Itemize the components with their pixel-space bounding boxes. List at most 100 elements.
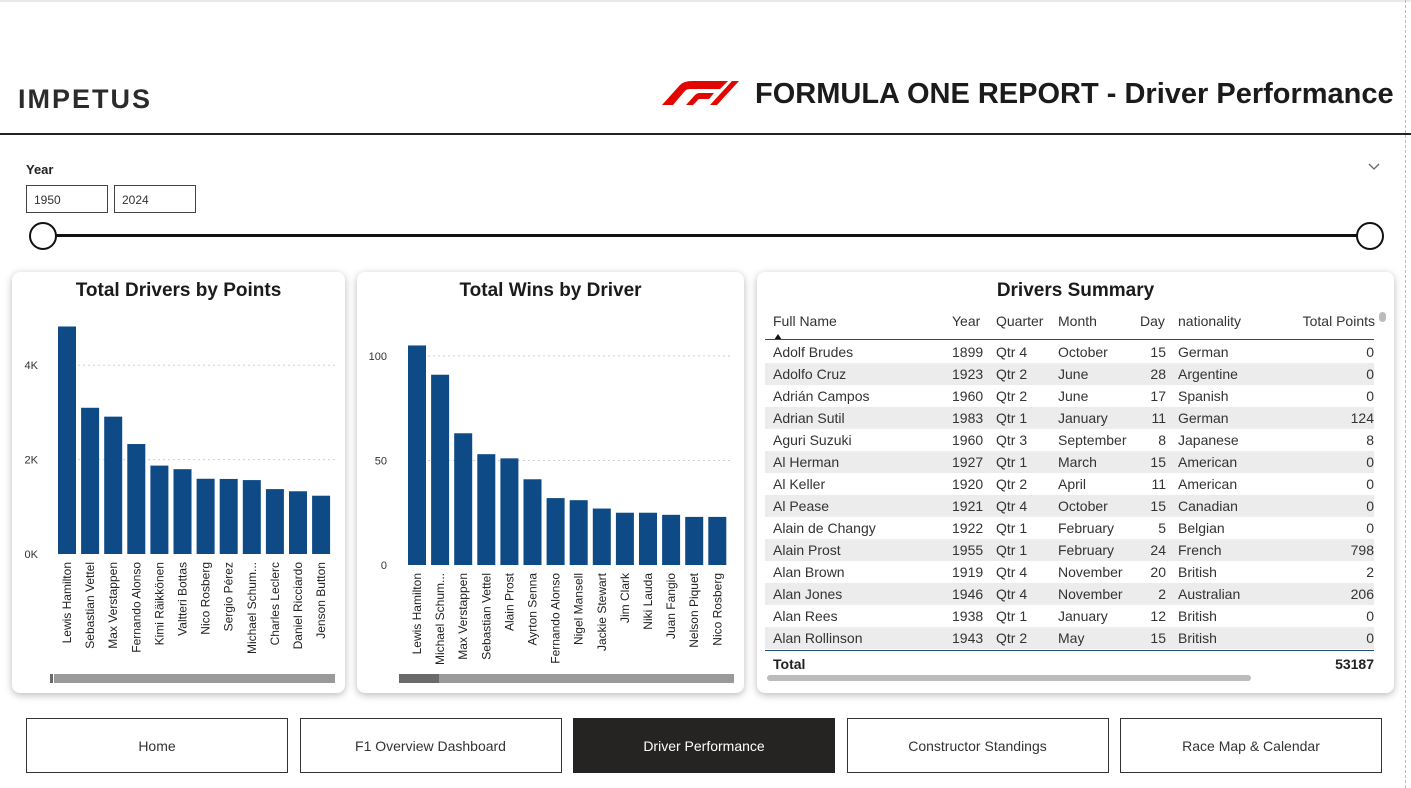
- table-row[interactable]: Alan Rees 1938 Qtr 1 January 12 British 0: [765, 605, 1374, 627]
- column-header[interactable]: Day: [1140, 313, 1165, 329]
- table-cell: Qtr 1: [996, 520, 1028, 536]
- table-horizontal-scrollbar[interactable]: [767, 675, 1251, 681]
- year-slider-track[interactable]: [44, 234, 1370, 237]
- chart-scrollbar-thumb[interactable]: [399, 674, 439, 683]
- bar[interactable]: [431, 374, 450, 565]
- table-row[interactable]: Alain de Changy 1922 Qtr 1 February 5 Belgian…: [765, 517, 1374, 539]
- table-cell: October: [1058, 344, 1108, 360]
- bar[interactable]: [523, 479, 542, 565]
- chevron-down-icon[interactable]: [1366, 158, 1382, 174]
- total-value: 53187: [1335, 656, 1374, 672]
- table-cell: 1943: [952, 630, 984, 646]
- table-row[interactable]: Alan Rollinson 1943 Qtr 2 May 15 British 0: [765, 627, 1374, 649]
- table-cell: Alan Brown: [773, 564, 845, 580]
- table-cell: Qtr 3: [996, 432, 1028, 448]
- bar[interactable]: [150, 465, 169, 554]
- year-to-input[interactable]: 2024: [114, 185, 196, 213]
- chart-scrollbar[interactable]: [399, 674, 734, 683]
- column-header[interactable]: Month: [1058, 313, 1097, 329]
- bar[interactable]: [408, 345, 426, 565]
- table-cell: February: [1058, 520, 1115, 536]
- bar[interactable]: [312, 495, 331, 554]
- nav-button-f1-overview-dashboard[interactable]: F1 Overview Dashboard: [299, 718, 562, 773]
- x-tick-label: Nico Rosberg: [199, 562, 213, 635]
- year-from-input[interactable]: 1950: [26, 185, 108, 213]
- table-cell: 0: [1366, 608, 1374, 624]
- table-cell: 206: [1350, 586, 1374, 602]
- bar[interactable]: [569, 500, 588, 565]
- table-row[interactable]: Al Pease 1921 Qtr 4 October 15 Canadian 0: [765, 495, 1374, 517]
- table-row[interactable]: Adolf Brudes 1899 Qtr 4 October 15 German 0: [765, 341, 1374, 363]
- table-cell: Alan Jones: [773, 586, 843, 602]
- nav-button-race-map-calendar[interactable]: Race Map & Calendar: [1120, 718, 1382, 773]
- bar[interactable]: [662, 514, 681, 565]
- bar[interactable]: [708, 516, 727, 565]
- bar[interactable]: [242, 480, 261, 554]
- bar[interactable]: [219, 478, 238, 554]
- bar[interactable]: [173, 469, 192, 554]
- table-cell: 1919: [952, 564, 984, 580]
- nav-button-driver-performance[interactable]: Driver Performance: [573, 718, 835, 773]
- table-vertical-scrollbar[interactable]: [1379, 312, 1386, 322]
- table-cell: German: [1178, 344, 1229, 360]
- table-row[interactable]: Adrián Campos 1960 Qtr 2 June 17 Spanish 0: [765, 385, 1374, 407]
- year-slider-end-handle[interactable]: [1356, 222, 1384, 250]
- points-chart: 0K 2K 4K Lewis Hamilton Sebastian Vettel Max …: [25, 326, 336, 683]
- bar[interactable]: [265, 489, 284, 554]
- bar[interactable]: [104, 416, 123, 554]
- nav-button-constructor-standings[interactable]: Constructor Standings: [846, 718, 1109, 773]
- header-underline: [765, 339, 1374, 340]
- sort-ascending-icon[interactable]: [774, 334, 782, 340]
- page-edge-guide: [1405, 0, 1406, 788]
- table-cell: Alain Prost: [773, 542, 841, 558]
- drivers-summary-card: Drivers Summary Full Name Year Quarter Mont…: [757, 272, 1394, 693]
- table-cell: Japanese: [1178, 432, 1239, 448]
- table-cell: Canadian: [1178, 498, 1238, 514]
- bar[interactable]: [289, 491, 307, 554]
- table-cell: Aguri Suzuki: [773, 432, 852, 448]
- table-cell: 0: [1366, 454, 1374, 470]
- bar[interactable]: [639, 512, 657, 565]
- f1-logo-icon: [662, 81, 739, 105]
- year-slicer-label: Year: [26, 162, 54, 177]
- bar[interactable]: [592, 508, 611, 565]
- chart-scrollbar[interactable]: [54, 674, 335, 683]
- column-header[interactable]: Year: [952, 313, 981, 329]
- nav-button-home[interactable]: Home: [26, 718, 288, 773]
- table-cell: 124: [1350, 410, 1374, 426]
- table-row[interactable]: Al Keller 1920 Qtr 2 April 11 American 0: [765, 473, 1374, 495]
- table-row[interactable]: Adolfo Cruz 1923 Qtr 2 June 28 Argentine 0: [765, 363, 1374, 385]
- brand-logo-text: IMPETUS: [18, 84, 153, 114]
- y-tick-label: 50: [375, 455, 387, 467]
- bar[interactable]: [58, 326, 76, 554]
- table-cell: November: [1058, 564, 1123, 580]
- bar[interactable]: [477, 454, 496, 565]
- table-cell: Adrian Sutil: [773, 410, 845, 426]
- points-chart-title: Total Drivers by Points: [75, 280, 282, 301]
- bar[interactable]: [81, 407, 100, 554]
- table-cell: Argentine: [1178, 366, 1238, 382]
- table-row[interactable]: Alain Prost 1955 Qtr 1 February 24 French 798: [765, 539, 1374, 561]
- column-header[interactable]: nationality: [1178, 313, 1242, 329]
- bar[interactable]: [546, 498, 565, 565]
- year-slider-start-handle[interactable]: [29, 222, 57, 250]
- column-header[interactable]: Quarter: [996, 313, 1044, 329]
- table-row[interactable]: Aguri Suzuki 1960 Qtr 3 September 8 Japanese 8: [765, 429, 1374, 451]
- table-cell: 1920: [952, 476, 984, 492]
- table-row[interactable]: Al Herman 1927 Qtr 1 March 15 American 0: [765, 451, 1374, 473]
- bar[interactable]: [454, 433, 473, 565]
- table-row[interactable]: Adrian Sutil 1983 Qtr 1 January 11 German 124: [765, 407, 1374, 429]
- table-cell: Qtr 4: [996, 344, 1028, 360]
- bar[interactable]: [615, 512, 634, 565]
- x-tick-label: Max Verstappen: [106, 562, 120, 649]
- bar[interactable]: [500, 458, 519, 565]
- bar[interactable]: [127, 444, 146, 554]
- table-row[interactable]: Alan Brown 1919 Qtr 4 November 20 British 2: [765, 561, 1374, 583]
- bar[interactable]: [685, 516, 704, 565]
- column-header[interactable]: Total Points: [1302, 313, 1375, 329]
- x-tick-label: Fernando Alonso: [549, 573, 563, 664]
- column-header[interactable]: Full Name: [773, 313, 837, 329]
- chart-scrollbar-thumb[interactable]: [50, 674, 53, 683]
- table-row[interactable]: Alan Jones 1946 Qtr 4 November 2 Australian 20…: [765, 583, 1374, 605]
- bar[interactable]: [196, 478, 215, 554]
